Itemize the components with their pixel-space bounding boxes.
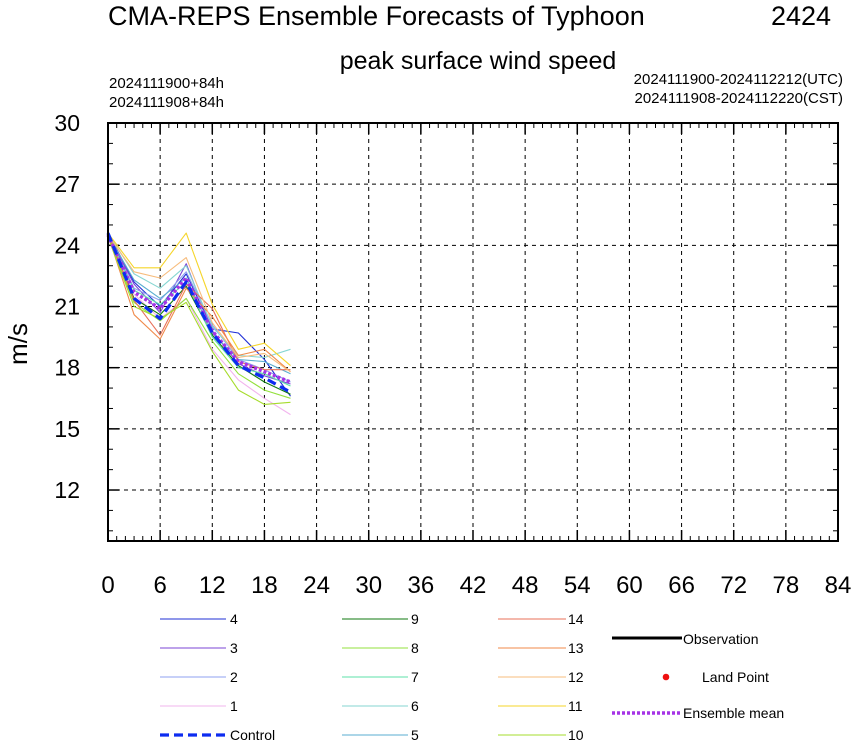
x-tick-label: 66 xyxy=(668,572,695,599)
legend-label-9: 9 xyxy=(411,611,419,627)
range-utc-label: 2024111900-2024112212(UTC) xyxy=(634,71,843,88)
y-tick-label: 24 xyxy=(54,232,80,258)
legend-label-3: 3 xyxy=(230,640,238,656)
chart-subtitle: peak surface wind speed xyxy=(340,47,617,75)
legend-label-5: 5 xyxy=(411,727,419,741)
init-utc-label: 2024111900+84h xyxy=(109,75,224,92)
legend-label-7: 7 xyxy=(411,669,419,685)
tick-labels: 0 6 12 18 24 30 36 42 48 54 60 66 72 78 84 12 15 18 21 24 27… xyxy=(54,110,851,599)
legend-label-10: 10 xyxy=(568,727,584,741)
legend-label-11: 11 xyxy=(568,698,583,714)
x-tick-label: 24 xyxy=(303,572,330,599)
typhoon-id: 2424 xyxy=(771,1,831,31)
series-line-4 xyxy=(107,232,291,397)
legend-label-control: Control xyxy=(230,727,275,741)
x-tick-label: 6 xyxy=(153,572,166,599)
y-axis-label: m/s xyxy=(3,323,33,365)
legend-label-8: 8 xyxy=(411,640,419,656)
legend-label-observation: Observation xyxy=(683,631,758,647)
x-tick-label: 30 xyxy=(355,572,382,599)
x-tick-label: 78 xyxy=(773,572,800,599)
x-tick-label: 42 xyxy=(460,572,487,599)
x-tick-label: 36 xyxy=(408,572,435,599)
x-tick-label: 84 xyxy=(825,572,852,599)
legend-label-1: 1 xyxy=(230,698,238,714)
x-tick-label: 72 xyxy=(720,572,747,599)
series-line-8 xyxy=(107,236,291,399)
y-tick-label: 18 xyxy=(54,355,80,381)
legend-label-6: 6 xyxy=(411,698,419,714)
legend-label-ensemble-mean: Ensemble mean xyxy=(683,705,784,721)
series-line-9 xyxy=(107,234,291,395)
grid xyxy=(108,123,838,541)
x-tick-label: 12 xyxy=(199,572,226,599)
x-tick-label: 60 xyxy=(616,572,643,599)
legend-label-13: 13 xyxy=(568,640,584,656)
plot-frame xyxy=(107,122,839,542)
legend-label-2: 2 xyxy=(230,669,238,685)
series-line-control xyxy=(106,232,292,394)
x-tick-label: 48 xyxy=(512,572,539,599)
legend-label-land-point: Land Point xyxy=(702,669,769,685)
x-tick-label: 18 xyxy=(251,572,278,599)
legend-swatch-land-point xyxy=(662,673,670,681)
range-cst-label: 2024111908-2024112220(CST) xyxy=(635,90,844,107)
x-tick-label: 54 xyxy=(564,572,591,599)
chart-title: CMA-REPS Ensemble Forecasts of Typhoon xyxy=(108,1,645,31)
y-tick-label: 21 xyxy=(54,294,80,320)
init-cst-label: 2024111908+84h xyxy=(109,94,224,111)
legend-label-12: 12 xyxy=(568,669,584,685)
y-tick-label: 12 xyxy=(54,477,80,503)
series-line-11 xyxy=(107,232,291,367)
series-line-ensemble-mean xyxy=(106,234,292,384)
y-tick-label: 30 xyxy=(54,110,80,136)
legend: 4 3 2 1 Control 9 8 7 6 5 14 13 12 11 10 Observation Lan… xyxy=(160,611,784,741)
series-line-10 xyxy=(107,237,291,405)
x-tick-label: 0 xyxy=(101,572,114,599)
y-tick-label: 15 xyxy=(54,416,80,442)
y-tick-label: 27 xyxy=(54,171,80,197)
series-lines xyxy=(106,232,292,416)
legend-label-4: 4 xyxy=(230,611,238,627)
series-line-12 xyxy=(107,234,291,373)
series-line-7 xyxy=(107,234,291,387)
legend-label-14: 14 xyxy=(568,611,584,627)
series-line-1 xyxy=(107,236,291,416)
